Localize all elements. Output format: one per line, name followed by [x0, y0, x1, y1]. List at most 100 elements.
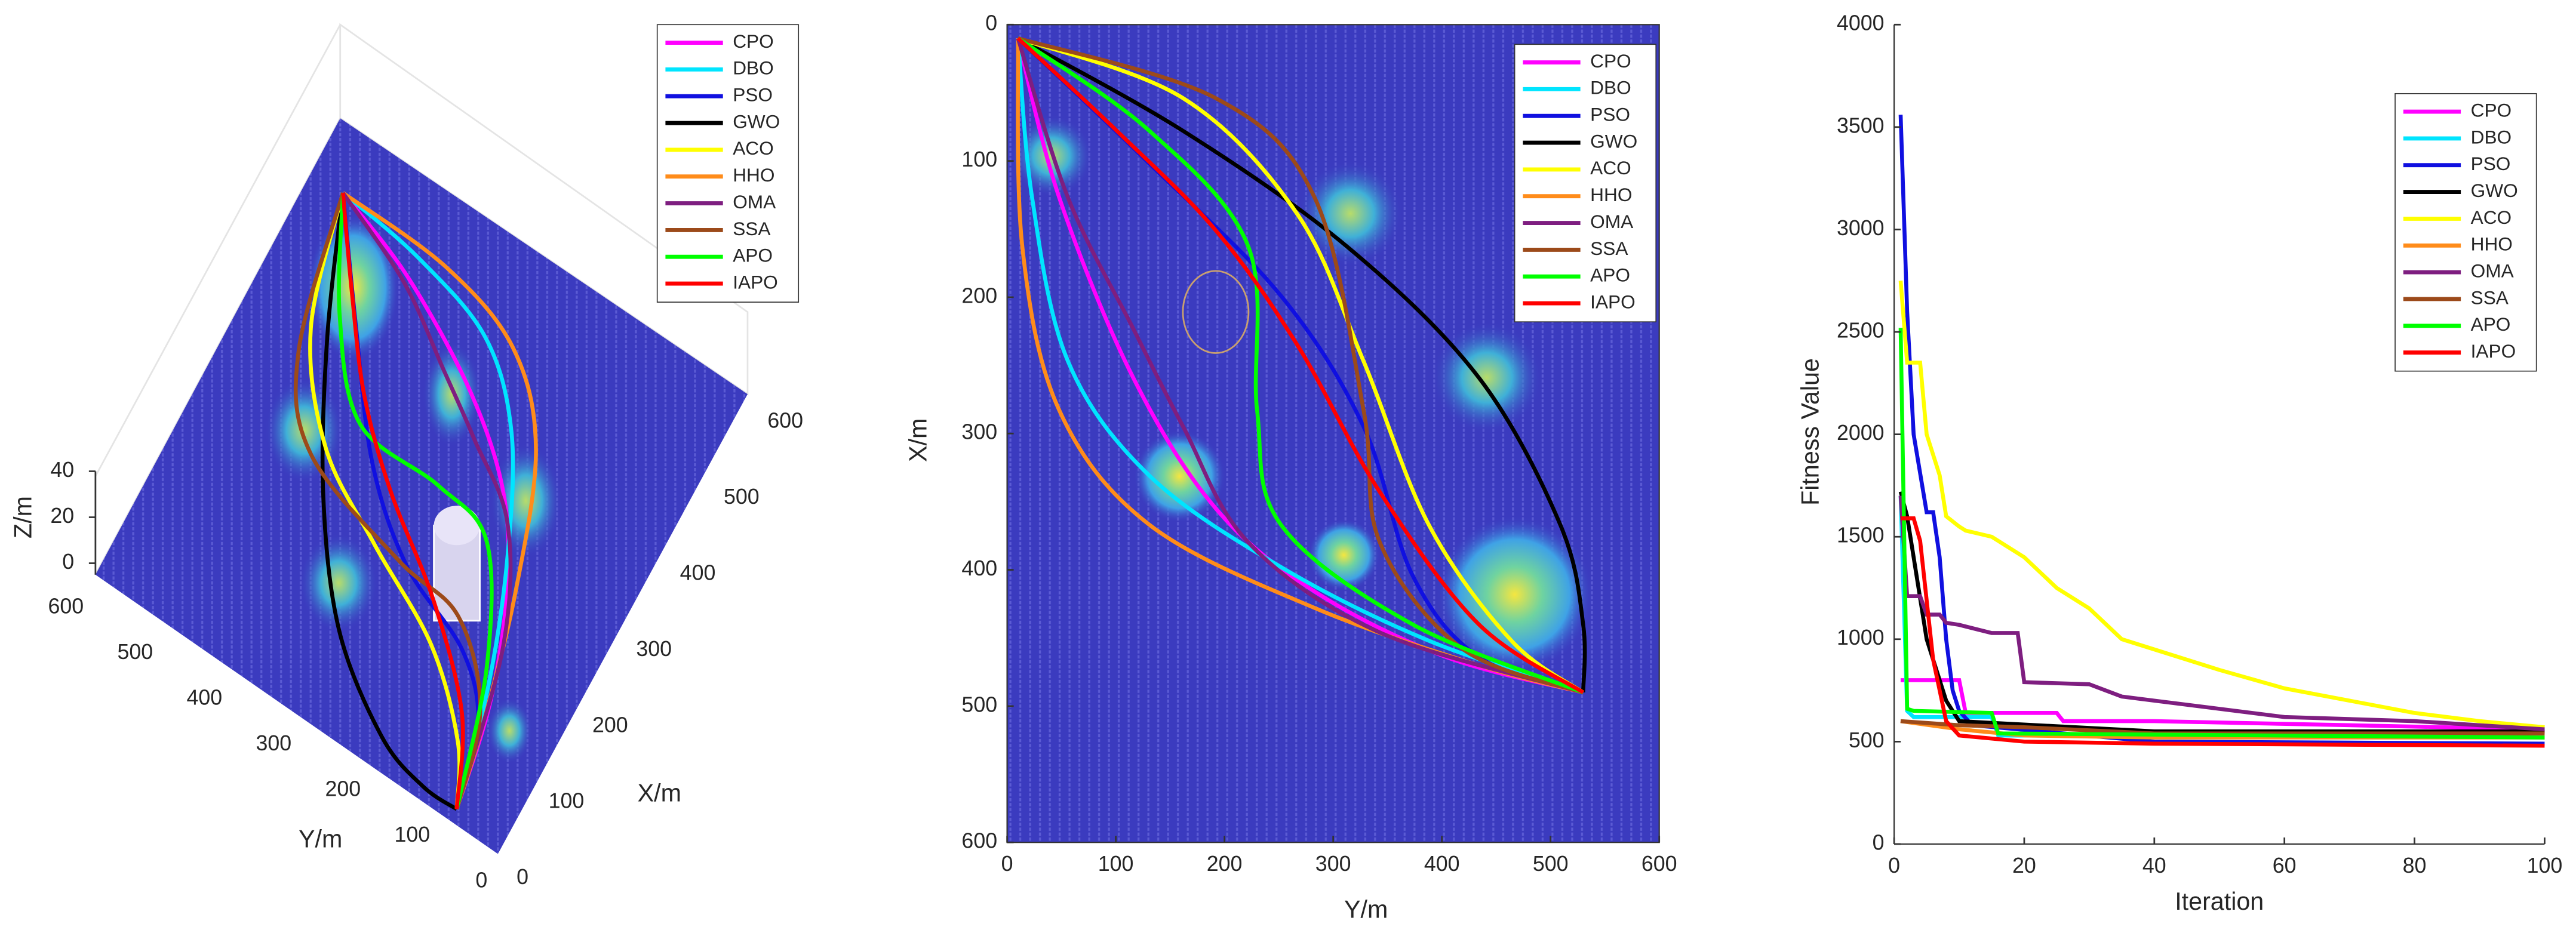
hill — [1133, 430, 1226, 522]
y-tick-label: 100 — [394, 823, 430, 846]
x-axis-label: Y/m — [1344, 896, 1388, 923]
x-tick-label: 100 — [1098, 852, 1134, 876]
legend-label: IAPO — [2471, 340, 2516, 362]
x-axis-label: X/m — [638, 779, 681, 806]
x-tick-label: 600 — [767, 408, 803, 432]
legend-label: GWO — [733, 110, 780, 132]
convergence-line — [1900, 678, 2545, 732]
hill — [1435, 515, 1594, 673]
legend-box — [1514, 44, 1657, 322]
legend-label: CPO — [1590, 50, 1631, 72]
x-tick-label: 400 — [1424, 852, 1460, 876]
y-tick-label: 2000 — [1837, 421, 1885, 445]
path-2d — [1016, 36, 1584, 695]
legend-label: APO — [2471, 313, 2511, 335]
hill — [1308, 519, 1381, 592]
legend-label: APO — [733, 245, 773, 266]
legend-box — [2394, 93, 2537, 372]
path-3d — [308, 192, 462, 809]
convergence-line — [1898, 495, 2545, 732]
x-tick-label: 60 — [2273, 854, 2297, 878]
x-tick-label: 80 — [2403, 854, 2427, 878]
legend-label: DBO — [733, 57, 774, 79]
y-tick-label: 300 — [961, 420, 997, 444]
y-tick-label: 400 — [187, 685, 223, 709]
x-tick-label: 300 — [1315, 852, 1351, 876]
legend-label: IAPO — [1590, 291, 1636, 312]
path-2d — [1016, 36, 1585, 694]
x-tick-label: 200 — [592, 713, 628, 737]
y-tick-label: 300 — [256, 731, 292, 755]
x-tick-label: 400 — [680, 561, 716, 584]
y-axis-label: Y/m — [299, 825, 342, 852]
convergence-line — [1898, 280, 2545, 729]
x-axis-label: Iteration — [2175, 888, 2264, 915]
legend-label: SSA — [733, 218, 771, 239]
y-tick-label: 0 — [985, 11, 997, 35]
convergence-line — [1900, 516, 2545, 748]
legend-label: OMA — [1590, 211, 1634, 232]
legend-box — [656, 24, 800, 303]
legend-label: SSA — [1590, 238, 1628, 259]
convergence-line — [1900, 719, 2545, 735]
y-tick-label: 3000 — [1837, 216, 1885, 240]
x-tick-label: 0 — [517, 865, 528, 889]
x-tick-label: 0 — [1888, 854, 1900, 878]
x-tick-label: 40 — [2142, 854, 2166, 878]
path-3d — [342, 191, 515, 810]
legend-label: IAPO — [733, 271, 778, 292]
legend-label: GWO — [1590, 130, 1637, 152]
y-tick-label: 3500 — [1837, 113, 1885, 137]
z-tick-label: 0 — [62, 550, 74, 574]
path-2d — [1016, 38, 1584, 695]
path-3d — [337, 192, 494, 810]
x-tick-label: 600 — [1641, 852, 1677, 876]
legend-label: APO — [1590, 264, 1630, 286]
path-2d — [1016, 38, 1584, 695]
legend-label: PSO — [1590, 104, 1630, 125]
path-2d — [1017, 36, 1585, 694]
y-tick-label: 200 — [961, 284, 997, 307]
x-tick-label: 0 — [1001, 852, 1013, 876]
y-tick-label: 600 — [961, 829, 997, 853]
y-tick-label: 500 — [1849, 728, 1885, 752]
y-tick-label: 400 — [961, 556, 997, 580]
surface-3d — [94, 23, 749, 854]
legend-label: ACO — [1590, 157, 1631, 178]
x-tick-label: 500 — [1533, 852, 1569, 876]
legend-label: OMA — [2471, 260, 2514, 281]
legend-label: DBO — [1590, 77, 1631, 98]
legend-label: PSO — [733, 84, 773, 106]
y-axis-label: X/m — [905, 418, 932, 462]
path-2d — [1017, 36, 1587, 693]
y-tick-label: 1500 — [1837, 524, 1885, 547]
x-tick-label: 300 — [636, 637, 672, 661]
z-tick-label: 20 — [50, 504, 74, 528]
x-tick-label: 200 — [1207, 852, 1243, 876]
hill — [299, 534, 379, 633]
legend-label: GWO — [2471, 180, 2518, 201]
legend-label: SSA — [2471, 287, 2509, 308]
legend-label: CPO — [733, 30, 774, 52]
y-tick-label: 600 — [48, 594, 84, 618]
map-2d — [1007, 24, 1659, 843]
hill — [1431, 322, 1543, 434]
y-tick-label: 500 — [961, 692, 997, 716]
path-3d — [341, 192, 513, 810]
legend-label: HHO — [733, 164, 774, 186]
hill — [1298, 161, 1403, 266]
legend-label: PSO — [2471, 153, 2511, 174]
x-tick-label: 100 — [2527, 854, 2563, 878]
legend-label: HHO — [2471, 233, 2513, 255]
legend-label: CPO — [2471, 99, 2512, 121]
y-tick-label: 4000 — [1837, 11, 1885, 35]
x-tick-label: 500 — [724, 485, 760, 509]
convergence-line — [1898, 491, 2545, 734]
y-tick-label: 0 — [475, 869, 487, 892]
legend-label: DBO — [2471, 126, 2512, 147]
y-tick-label: 1000 — [1837, 626, 1885, 649]
y-tick-label: 200 — [325, 777, 361, 801]
legend-label: HHO — [1590, 184, 1632, 205]
cylinder-obstacle — [434, 506, 480, 546]
